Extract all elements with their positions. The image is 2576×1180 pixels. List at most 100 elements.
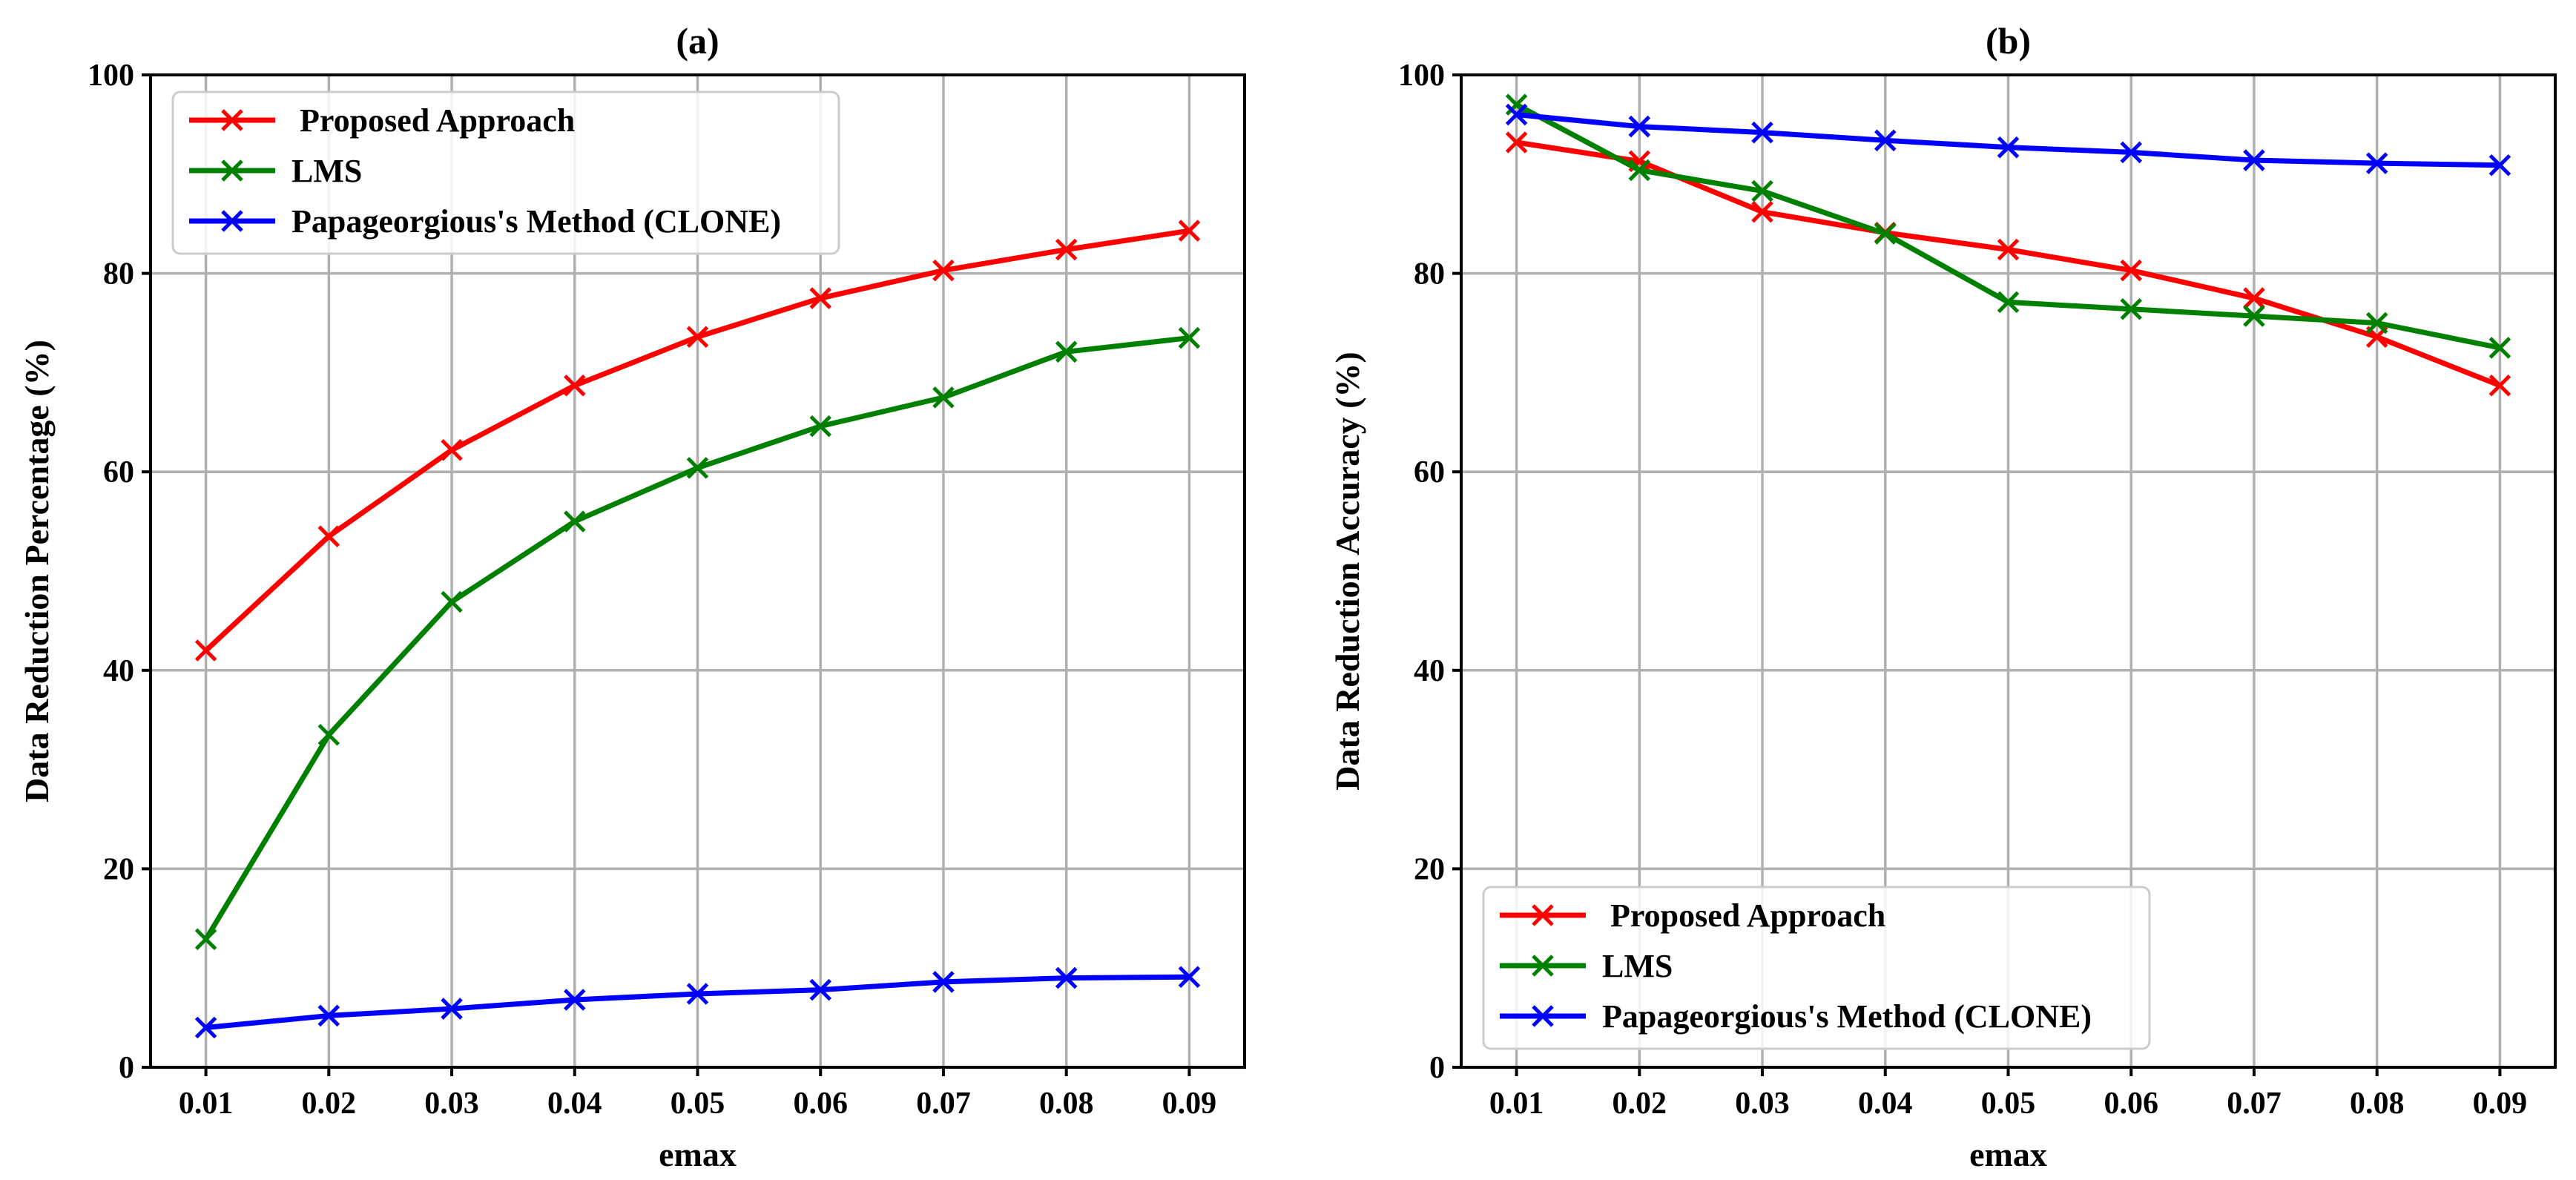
- y-tick-label: 40: [1414, 654, 1445, 688]
- data-point-marker: [809, 415, 831, 438]
- data-point-marker: [1751, 200, 1773, 223]
- data-point-marker: [1751, 121, 1773, 144]
- data-point-marker: [1874, 223, 1897, 245]
- data-point-marker: [932, 971, 955, 993]
- data-point-marker: [1178, 326, 1201, 349]
- legend-marker-swatch: [1532, 904, 1554, 926]
- legend-marker-swatch: [221, 109, 243, 131]
- y-tick-label: 80: [1414, 257, 1445, 291]
- legend-box: [1482, 886, 2151, 1050]
- data-point-marker: [317, 724, 340, 746]
- x-tick-label: 0.02: [302, 1087, 357, 1121]
- x-tick-label: 0.07: [2227, 1087, 2282, 1121]
- data-point-marker: [2120, 259, 2142, 282]
- y-tick-label: 60: [1414, 455, 1445, 490]
- legend-label: LMS: [1602, 948, 1673, 984]
- legend: Proposed Approach LMS Papageorgious's Meth…: [171, 90, 840, 255]
- data-point-marker: [1178, 966, 1201, 989]
- data-point-marker: [932, 386, 955, 409]
- legend: Proposed Approach LMS Papageorgious's Meth…: [1482, 886, 2151, 1050]
- data-point-marker: [2120, 141, 2142, 164]
- data-point-marker: [2243, 305, 2265, 327]
- data-point-marker: [2365, 312, 2388, 334]
- data-point-marker: [1997, 136, 2020, 159]
- data-point-marker: [1505, 93, 1528, 116]
- x-tick-label: 0.07: [916, 1087, 971, 1121]
- data-point-marker: [2488, 337, 2511, 359]
- y-tick-label: 40: [103, 654, 134, 688]
- y-tick-label: 60: [103, 455, 134, 490]
- data-point-marker: [1055, 238, 1078, 261]
- chart-title: (b): [1986, 20, 2031, 62]
- x-tick-label: 0.09: [2473, 1087, 2528, 1121]
- data-point-marker: [1178, 220, 1201, 242]
- x-tick-label: 0.04: [547, 1087, 602, 1121]
- x-tick-label: 0.01: [1489, 1087, 1544, 1121]
- data-point-marker: [809, 287, 831, 309]
- legend-box: [171, 90, 840, 255]
- data-point-marker: [1997, 238, 2020, 261]
- x-tick-label: 0.05: [671, 1087, 725, 1121]
- data-point-marker: [1874, 129, 1897, 152]
- data-point-marker: [1505, 103, 1528, 126]
- y-tick-label: 0: [1429, 1051, 1445, 1085]
- x-tick-label: 0.08: [1039, 1087, 1094, 1121]
- data-point-marker: [317, 1004, 340, 1027]
- y-tick-label: 80: [103, 257, 134, 291]
- data-point-marker: [2243, 149, 2265, 171]
- x-tick-label: 0.08: [2350, 1087, 2405, 1121]
- data-point-marker: [2120, 298, 2142, 320]
- data-point-marker: [1997, 291, 2020, 314]
- y-tick-label: 20: [1414, 852, 1445, 886]
- data-point-marker: [2243, 287, 2265, 309]
- data-point-marker: [317, 525, 340, 547]
- data-point-marker: [686, 457, 709, 479]
- legend-label: Proposed Approach: [291, 102, 575, 139]
- chart-title: (a): [676, 20, 719, 62]
- y-tick-label: 0: [119, 1051, 134, 1085]
- data-point-marker: [194, 639, 217, 662]
- legend-marker-swatch: [1532, 955, 1554, 977]
- data-point-marker: [2488, 154, 2511, 177]
- y-tick-label: 20: [103, 852, 134, 886]
- panel-a: 0.01 0.02 0.03 0.04 0.05 0.06 0.07 0.08 0.09 0 20 4…: [18, 20, 1246, 1173]
- data-point-marker: [1628, 159, 1651, 182]
- data-point-marker: [564, 510, 586, 533]
- data-point-marker: [194, 1016, 217, 1039]
- data-point-marker: [564, 989, 586, 1011]
- x-tick-label: 0.04: [1858, 1087, 1913, 1121]
- x-axis-label: emax: [1969, 1135, 2047, 1173]
- data-point-marker: [1751, 179, 1773, 202]
- legend-marker-swatch: [221, 210, 243, 232]
- data-point-marker: [1505, 131, 1528, 154]
- data-point-marker: [1628, 115, 1651, 138]
- data-point-marker: [441, 438, 463, 461]
- data-point-marker: [809, 978, 831, 1001]
- x-axis-label: emax: [659, 1135, 737, 1173]
- y-tick-label: 100: [1398, 59, 1445, 93]
- data-point-marker: [686, 983, 709, 1005]
- data-point-marker: [194, 928, 217, 951]
- y-axis-label: Data Reduction Percentage (%): [18, 340, 56, 802]
- panel-b: 0.01 0.02 0.03 0.04 0.05 0.06 0.07 0.08 0.09 0 20 4…: [1328, 20, 2557, 1173]
- data-point-marker: [441, 998, 463, 1020]
- y-tick-label: 100: [88, 59, 134, 93]
- data-point-marker: [441, 590, 463, 613]
- x-tick-label: 0.03: [1735, 1087, 1790, 1121]
- x-tick-label: 0.02: [1613, 1087, 1667, 1121]
- x-tick-label: 0.06: [2104, 1087, 2158, 1121]
- legend-marker-swatch: [1532, 1005, 1554, 1027]
- legend-label: Papageorgious's Method (CLONE): [1602, 998, 2092, 1035]
- data-point-marker: [564, 375, 586, 397]
- legend-marker-swatch: [221, 159, 243, 182]
- data-point-marker: [1055, 340, 1078, 363]
- x-tick-label: 0.09: [1162, 1087, 1217, 1121]
- x-tick-label: 0.05: [1981, 1087, 2036, 1121]
- y-axis-label: Data Reduction Accuracy (%): [1328, 352, 1366, 791]
- legend-label: Papageorgious's Method (CLONE): [291, 203, 781, 240]
- data-point-marker: [686, 326, 709, 348]
- data-point-marker: [2488, 375, 2511, 397]
- x-tick-label: 0.01: [179, 1087, 234, 1121]
- x-tick-label: 0.03: [424, 1087, 479, 1121]
